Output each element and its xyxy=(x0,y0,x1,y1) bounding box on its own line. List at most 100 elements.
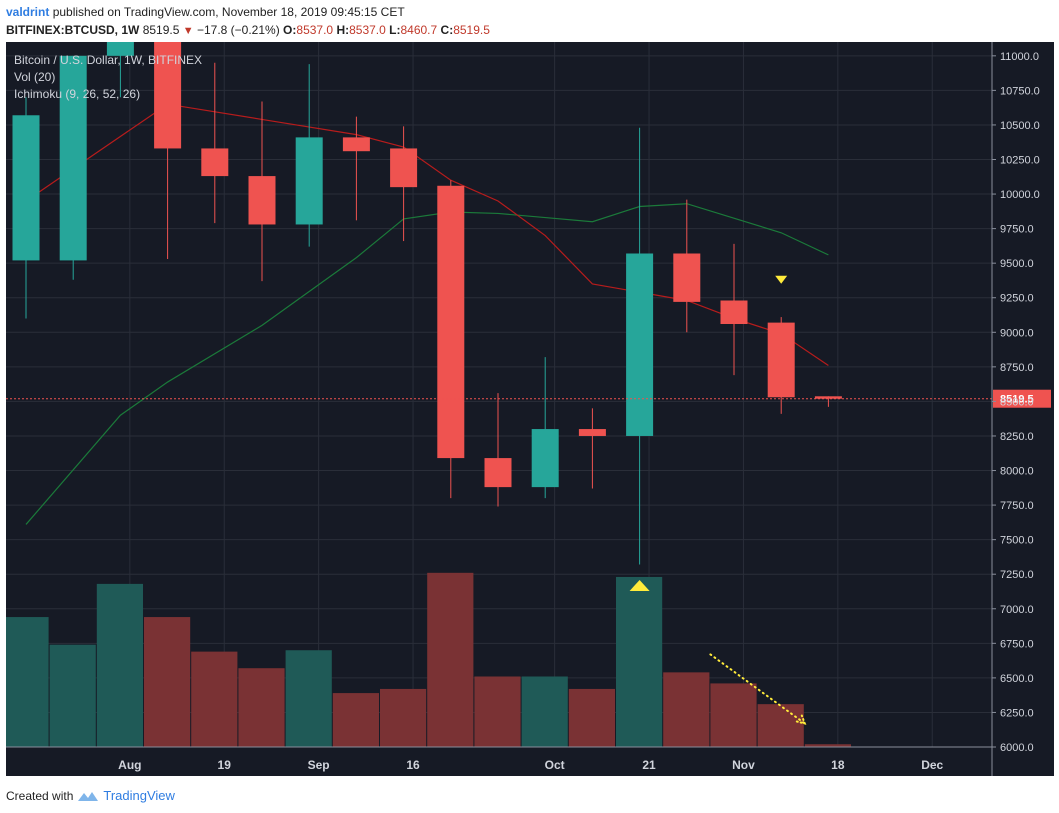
published-text: published on TradingView.com, November 1… xyxy=(52,5,405,19)
y-tick-label: 10750.0 xyxy=(1000,85,1040,97)
x-tick-label: Oct xyxy=(545,758,565,772)
volume-bar xyxy=(427,572,474,747)
volume-trend-line xyxy=(709,653,806,725)
up-triangle-marker xyxy=(629,579,650,591)
volume-bar xyxy=(710,683,757,747)
last-price-label: 8519.5 xyxy=(1000,394,1034,406)
volume-bar xyxy=(521,676,568,747)
candle-body xyxy=(484,458,512,488)
chart-legend: Bitcoin / U.S. Dollar, 1W, BITFINEX Vol … xyxy=(14,53,202,101)
low-label: L: xyxy=(389,23,401,37)
candle-body xyxy=(201,148,229,177)
x-tick-label: 18 xyxy=(831,758,845,772)
open-value: 8537.0 xyxy=(296,23,334,37)
volume-bar xyxy=(568,688,615,747)
volume-bar xyxy=(144,617,191,747)
candle-body xyxy=(531,429,559,488)
candle-body xyxy=(390,148,418,188)
legend-volume: Vol (20) xyxy=(14,70,55,84)
x-tick-label: Sep xyxy=(308,758,330,772)
kijun-sen-line xyxy=(25,203,829,525)
ichimoku-lines xyxy=(25,103,829,525)
trend-arrow-head xyxy=(795,714,807,725)
y-tick-label: 8000.0 xyxy=(1000,466,1034,478)
x-tick-label: 16 xyxy=(406,758,420,772)
candle-body xyxy=(814,396,842,399)
candles xyxy=(12,0,842,565)
volume-bar xyxy=(804,744,851,747)
volume-bar xyxy=(96,583,143,747)
y-tick-label: 10000.0 xyxy=(1000,189,1040,201)
y-tick-label: 6500.0 xyxy=(1000,673,1034,685)
x-tick-label: Nov xyxy=(732,758,755,772)
author-name[interactable]: valdrint xyxy=(6,5,50,19)
last-price: 8519.5 xyxy=(142,23,180,37)
open-label: O: xyxy=(283,23,297,37)
candlestick-chart[interactable]: 8519.5 11000.0 10750.0 10500.0 10250.0 10000… xyxy=(2,0,1054,776)
candle-body xyxy=(767,322,795,398)
y-tick-label: 8250.0 xyxy=(1000,431,1034,443)
footer: Created with TradingView xyxy=(6,788,175,803)
x-tick-label: Aug xyxy=(118,758,141,772)
x-tick-label: 19 xyxy=(218,758,232,772)
volume-bar xyxy=(380,688,427,747)
y-tick-label: 6000.0 xyxy=(1000,742,1034,754)
tradingview-brand[interactable]: TradingView xyxy=(103,788,175,803)
price-change: −17.8 (−0.21%) xyxy=(196,23,280,37)
chart-area[interactable]: 8519.5 11000.0 10750.0 10500.0 10250.0 10000… xyxy=(2,0,1054,776)
y-tick-label: 6250.0 xyxy=(1000,707,1034,719)
volume-bar xyxy=(663,672,710,747)
volume-bar xyxy=(191,651,238,747)
symbol-label: BITFINEX:BTCUSD, 1W xyxy=(6,23,140,37)
down-triangle-marker xyxy=(775,275,788,284)
candle-body xyxy=(578,429,606,436)
created-with-text: Created with xyxy=(6,788,74,803)
high-label: H: xyxy=(336,23,350,37)
y-tick-label: 9750.0 xyxy=(1000,224,1034,236)
y-tick-label: 9250.0 xyxy=(1000,293,1034,305)
y-tick-label: 9500.0 xyxy=(1000,258,1034,270)
candle-body xyxy=(12,115,40,261)
legend-title: Bitcoin / U.S. Dollar, 1W, BITFINEX xyxy=(14,53,202,67)
symbol-info: BITFINEX:BTCUSD, 1W 8519.5 ▼ −17.8 (−0.2… xyxy=(6,23,490,37)
y-tick-label: 7000.0 xyxy=(1000,604,1034,616)
volume-bar xyxy=(238,668,285,747)
candle-body xyxy=(626,253,654,436)
x-tick-label: Dec xyxy=(921,758,943,772)
candle-body xyxy=(248,176,276,225)
y-tick-label: 11000.0 xyxy=(1000,51,1039,63)
candle-body xyxy=(673,253,701,302)
last-price-tag xyxy=(993,389,1051,408)
y-tick-label: 9000.0 xyxy=(1000,327,1034,339)
y-tick-label: 10250.0 xyxy=(1000,155,1040,167)
y-tick-label: 6750.0 xyxy=(1000,638,1034,650)
axes: 11000.0 10750.0 10500.0 10250.0 10000.0 9750.… xyxy=(6,42,1040,776)
candle-body xyxy=(437,185,465,459)
candle-body xyxy=(342,137,370,152)
volume-bar xyxy=(757,704,804,747)
volume-bar xyxy=(285,650,332,747)
close-label: C: xyxy=(440,23,454,37)
down-arrow-icon: ▼ xyxy=(182,25,194,37)
y-tick-label: 7750.0 xyxy=(1000,500,1034,512)
y-tick-label: 8750.0 xyxy=(1000,362,1034,374)
volume-bar xyxy=(2,617,49,747)
x-tick-label: 21 xyxy=(642,758,656,772)
volume-bars xyxy=(2,572,851,747)
y-tick-label: 8500.0 xyxy=(1000,396,1034,408)
chart-header: valdrint published on TradingView.com, N… xyxy=(6,2,1053,42)
tenkan-sen-line xyxy=(25,103,829,366)
low-value: 8460.7 xyxy=(400,23,438,37)
candle-body xyxy=(295,137,323,225)
volume-bar xyxy=(616,576,663,747)
close-value: 8519.5 xyxy=(453,23,490,37)
volume-bar xyxy=(474,676,521,747)
annotations: 8519.5 xyxy=(6,275,1051,725)
y-tick-label: 7500.0 xyxy=(1000,535,1034,547)
volume-bar xyxy=(49,644,96,747)
tradingview-logo-icon xyxy=(78,791,99,801)
candle-body xyxy=(59,55,87,261)
publish-info: valdrint published on TradingView.com, N… xyxy=(6,5,405,19)
volume-bar xyxy=(332,693,379,747)
legend-ichimoku: Ichimoku (9, 26, 52, 26) xyxy=(14,87,140,101)
